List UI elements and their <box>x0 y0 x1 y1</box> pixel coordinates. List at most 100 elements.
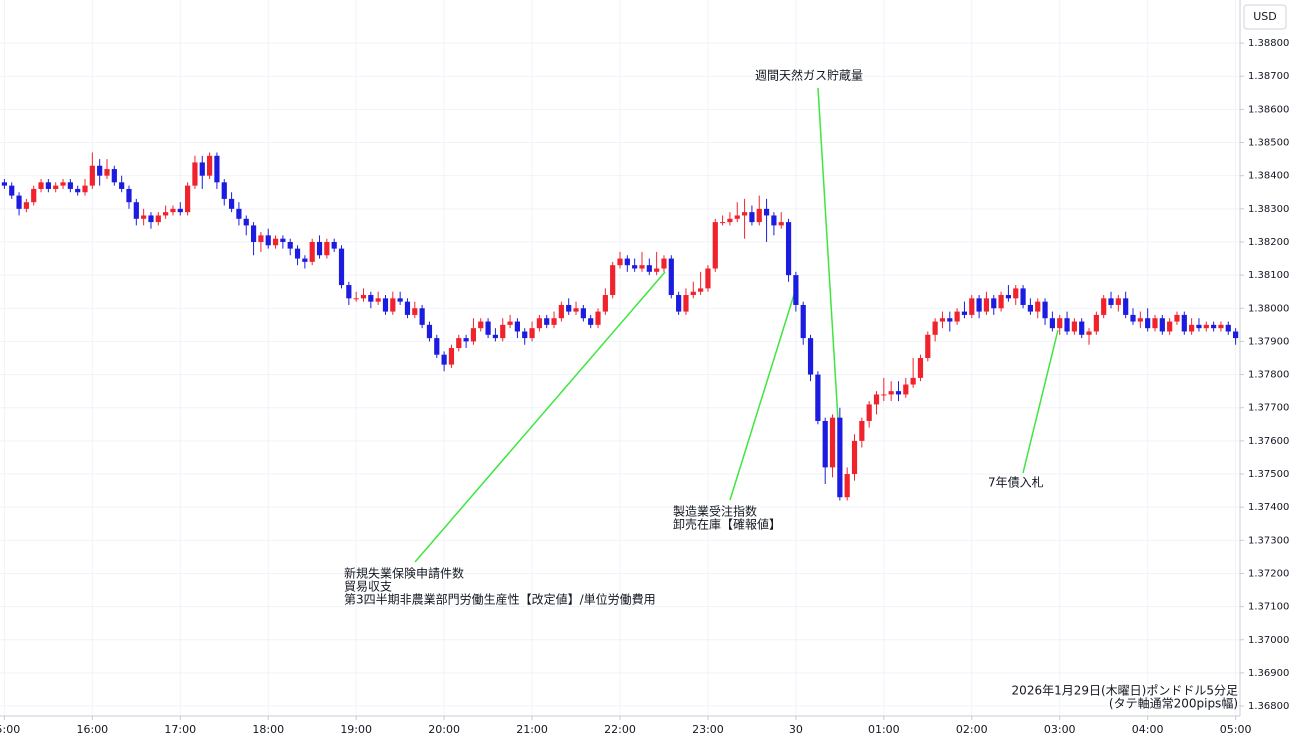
x-tick-label: 19:00 <box>340 723 372 736</box>
candle-body <box>507 321 513 325</box>
candle-body <box>126 188 132 203</box>
annotation-text: 7年債入札 <box>988 475 1044 490</box>
candle-body <box>228 198 235 209</box>
candle-body <box>829 417 836 468</box>
candle-body <box>969 298 975 315</box>
x-tick-label: 17:00 <box>164 723 196 736</box>
candle-body <box>837 417 843 498</box>
candle-body <box>419 308 425 325</box>
candle-body <box>141 215 147 219</box>
y-tick-label: 1.37200 <box>1248 568 1289 579</box>
annotation-text: 新規失業保険申請件数 <box>344 566 464 581</box>
candle-body <box>991 298 997 309</box>
candle-body <box>236 208 242 219</box>
candle-body <box>1174 314 1180 322</box>
candle-body <box>815 374 821 421</box>
candle-body <box>1115 298 1121 305</box>
x-tick-label: 01:00 <box>868 723 900 736</box>
y-tick-label: 1.37300 <box>1248 535 1289 546</box>
candle-body <box>844 474 850 498</box>
candle-body <box>492 334 499 339</box>
candle-body <box>353 298 359 300</box>
candle-body <box>1086 331 1092 335</box>
candle-body <box>23 202 29 209</box>
annotation-line <box>817 87 839 421</box>
candle-body <box>192 162 198 186</box>
candle-body <box>661 258 667 269</box>
candle-body <box>778 222 784 226</box>
candle-body <box>243 218 249 226</box>
candle-body <box>734 215 740 219</box>
candle-body <box>617 258 623 266</box>
candle-body <box>404 301 411 315</box>
candle-body <box>580 308 586 319</box>
candle-body <box>250 225 257 242</box>
note-text: 2026年1月29日(木曜日)ポンドドル5分足 <box>1012 684 1238 698</box>
x-tick-label: 15:00 <box>0 723 20 736</box>
candle-body <box>104 169 110 176</box>
annotation-line <box>1022 329 1059 474</box>
candle-body <box>859 420 865 441</box>
candle-body <box>1064 318 1070 332</box>
candle-body <box>573 308 579 312</box>
candle-body <box>1211 324 1217 329</box>
candle-body <box>9 185 15 196</box>
candles <box>1 152 1239 501</box>
candle-body <box>668 258 674 296</box>
candle-body <box>1137 318 1143 322</box>
candle-body <box>1101 298 1107 315</box>
candle-body <box>785 222 792 276</box>
y-tick-label: 1.36900 <box>1248 668 1289 679</box>
candle-body <box>221 182 227 199</box>
candle-body <box>712 222 718 269</box>
candle-body <box>397 298 403 302</box>
candle-body <box>698 288 704 292</box>
candle-body <box>478 321 484 329</box>
candle-body <box>895 391 902 395</box>
candle-body <box>917 358 924 378</box>
x-tick-label: 21:00 <box>516 723 548 736</box>
x-tick-label: 16:00 <box>76 723 108 736</box>
candle-body <box>16 195 22 209</box>
candle-body <box>881 394 887 396</box>
y-tick-label: 1.37500 <box>1248 469 1289 480</box>
candle-body <box>463 338 469 342</box>
candle-body <box>155 215 161 223</box>
candle-body <box>1108 298 1114 305</box>
candle-body <box>1233 331 1239 339</box>
candle-body <box>316 241 323 256</box>
y-tick-label: 1.37800 <box>1248 370 1289 381</box>
candle-body <box>272 238 279 246</box>
candle-body <box>690 291 696 296</box>
candle-body <box>822 420 828 468</box>
candle-body <box>426 324 433 339</box>
y-tick-label: 1.38800 <box>1248 38 1289 49</box>
y-tick-label: 1.37100 <box>1248 602 1289 613</box>
y-tick-label: 1.36800 <box>1248 701 1289 712</box>
candle-body <box>522 331 528 339</box>
candle-body <box>111 169 117 183</box>
candle-body <box>1079 321 1085 335</box>
candle-body <box>170 208 176 213</box>
candle-body <box>1 182 7 186</box>
candle-body <box>1027 304 1034 312</box>
candle-body <box>514 321 520 332</box>
x-tick-label: 05:00 <box>1220 723 1252 736</box>
candle-body <box>954 311 960 322</box>
candle-body <box>624 258 630 266</box>
y-tick-label: 1.37700 <box>1248 403 1289 414</box>
candle-body <box>500 324 506 339</box>
x-tick-label: 02:00 <box>956 723 988 736</box>
candle-body <box>1167 321 1173 332</box>
candle-body <box>888 391 894 395</box>
candle-body <box>741 212 748 216</box>
y-tick-label: 1.38600 <box>1248 104 1289 115</box>
candle-body <box>976 298 982 312</box>
candle-body <box>1071 321 1077 332</box>
y-tick-label: 1.38400 <box>1248 171 1289 182</box>
annotation-text: 貿易収支 <box>344 580 392 594</box>
candle-body <box>338 248 345 286</box>
x-tick-label: 04:00 <box>1132 723 1164 736</box>
annotation-text: 製造業受注指数 <box>673 504 757 519</box>
